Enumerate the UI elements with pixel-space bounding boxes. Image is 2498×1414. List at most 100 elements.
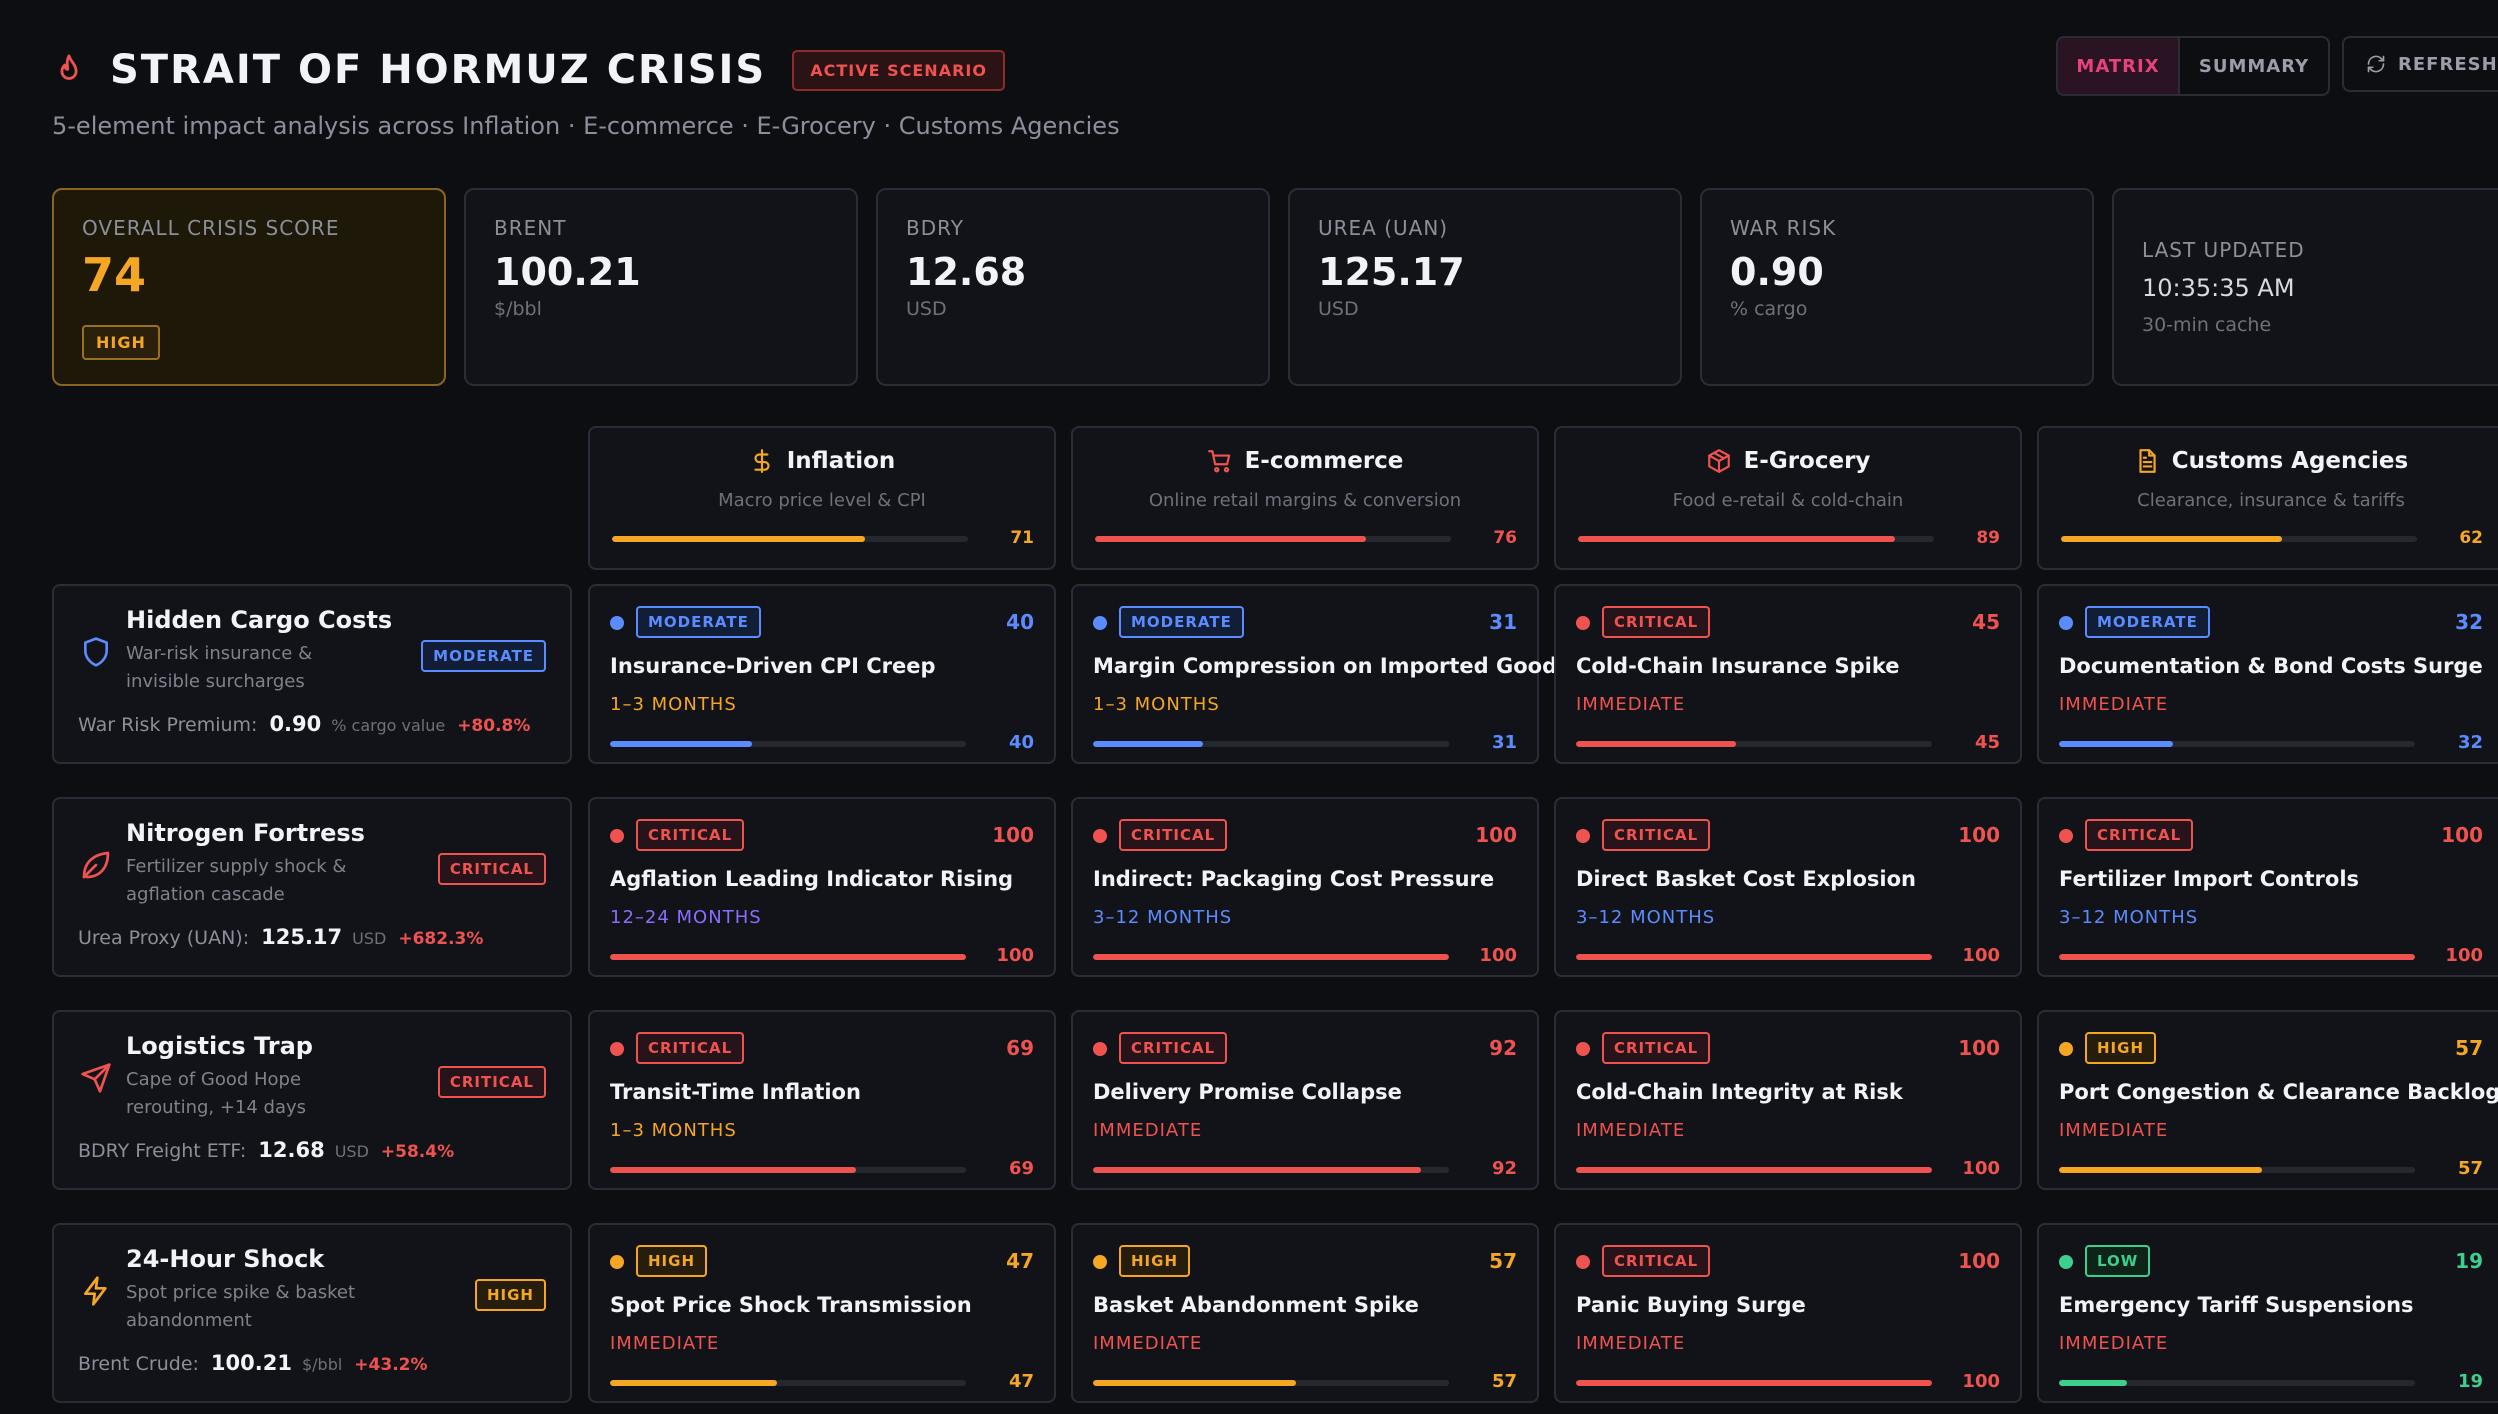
severity-dot [610, 829, 624, 843]
kpi-label: OVERALL CRISIS SCORE [82, 216, 340, 240]
impact-bar-fill [1093, 741, 1204, 747]
impact-bar [1093, 954, 1449, 960]
impact-cell[interactable]: CRITICAL 100 Direct Basket Cost Explosion 3… [1554, 797, 2022, 977]
impact-bar-fill [2059, 741, 2173, 747]
impact-cell[interactable]: CRITICAL 69 Transit-Time Inflation 1–3 MONT… [588, 1010, 1056, 1190]
row-severity-badge: CRITICAL [437, 1066, 546, 1098]
impact-cell[interactable]: HIGH 57 Port Congestion & Clearance Backlo… [2037, 1010, 2498, 1190]
shield-icon [84, 637, 108, 667]
metric-change: +43.2% [354, 1355, 428, 1375]
severity-badge: HIGH [1119, 1245, 1191, 1277]
impact-score: 100 [1958, 1036, 2000, 1060]
bolt-icon [84, 1276, 107, 1306]
kpi-label: WAR RISK [1730, 216, 1837, 240]
impact-bar-fill [1093, 954, 1449, 960]
impact-score: 32 [2455, 610, 2483, 634]
column-subtitle: Macro price level & CPI [718, 490, 926, 511]
impact-timeline: IMMEDIATE [1576, 694, 1686, 715]
impact-timeline: 1–3 MONTHS [1093, 694, 1220, 715]
severity-badge: MODERATE [636, 606, 761, 638]
score-level-badge: HIGH [82, 325, 160, 360]
column-title: Inflation [786, 448, 896, 474]
metric-value: 125.17 [261, 925, 343, 949]
severity-badge: MODERATE [1119, 606, 1244, 638]
impact-bar-fill [610, 1380, 778, 1386]
metric-label: War Risk Premium: [78, 714, 258, 736]
metric-label: BDRY Freight ETF: [78, 1140, 247, 1162]
impact-bar-fill [1093, 1167, 1421, 1173]
impact-score: 45 [1972, 610, 2000, 634]
impact-bar [1093, 1380, 1449, 1386]
matrix-tab[interactable]: MATRIX [2058, 38, 2178, 94]
column-subtitle: Food e-retail & cold-chain [1672, 490, 1904, 511]
severity-badge: CRITICAL [636, 819, 745, 851]
impact-bar-fill [1576, 954, 1932, 960]
impact-bar-score: 40 [1008, 732, 1034, 753]
impact-cell[interactable]: CRITICAL 100 Panic Buying Surge IMMEDIATE 10… [1554, 1223, 2022, 1403]
column-score-fill [2061, 536, 2282, 542]
impact-bar-score: 100 [1962, 1371, 2000, 1392]
kpi-bdry: BDRY 12.68 USD [876, 188, 1270, 386]
impact-timeline: IMMEDIATE [1576, 1333, 1686, 1354]
column-score-fill [1095, 536, 1366, 542]
impact-timeline: IMMEDIATE [1576, 1120, 1686, 1141]
column-header-3: Customs Agencies Clearance, insurance & t… [2037, 426, 2498, 570]
summary-tab[interactable]: SUMMARY [2178, 38, 2328, 94]
row-description: Fertilizer supply shock & agflation casc… [126, 856, 347, 905]
impact-title: Agflation Leading Indicator Rising [610, 867, 1014, 891]
kpi-unit: 30-min cache [2142, 314, 2272, 336]
impact-cell[interactable]: HIGH 57 Basket Abandonment Spike IMMEDIATE 5… [1071, 1223, 1539, 1403]
impact-cell[interactable]: MODERATE 40 Insurance-Driven CPI Creep 1–3 … [588, 584, 1056, 764]
column-score-bar [1578, 536, 1934, 542]
impact-bar-score: 69 [1008, 1158, 1034, 1179]
box-icon [1707, 449, 1730, 473]
impact-bar-fill [2059, 1380, 2127, 1386]
kpi-label: LAST UPDATED [2142, 238, 2305, 262]
severity-badge: CRITICAL [2085, 819, 2194, 851]
row-header-0: Hidden Cargo Costs War-risk insurance & i… [52, 584, 572, 764]
impact-title: Basket Abandonment Spike [1093, 1293, 1419, 1317]
impact-cell[interactable]: CRITICAL 100 Fertilizer Import Controls 3–1… [2037, 797, 2498, 977]
kpi-crisis-score: OVERALL CRISIS SCORE 74 HIGH [52, 188, 446, 386]
impact-bar-score: 47 [1008, 1371, 1034, 1392]
severity-dot [2059, 829, 2073, 843]
impact-bar [610, 954, 966, 960]
refresh-button[interactable]: REFRESH [2342, 36, 2498, 92]
metric-change: +682.3% [398, 929, 484, 949]
impact-cell[interactable]: CRITICAL 100 Indirect: Packaging Cost Pres… [1071, 797, 1539, 977]
impact-cell[interactable]: MODERATE 31 Margin Compression on Imported… [1071, 584, 1570, 764]
metric-unit: USD [352, 929, 387, 948]
impact-bar-score: 57 [1491, 1371, 1517, 1392]
kpi-unit: USD [1318, 298, 1359, 320]
kpi-war-risk: WAR RISK 0.90 % cargo [1700, 188, 2094, 386]
kpi-last-updated: LAST UPDATED 10:35:35 AM 30-min cache [2112, 188, 2498, 386]
row-header-2: Logistics Trap Cape of Good Hope reroutin… [52, 1010, 572, 1190]
impact-cell[interactable]: MODERATE 32 Documentation & Bond Costs Sur… [2037, 584, 2498, 764]
column-title: E-Grocery [1743, 448, 1871, 474]
impact-cell[interactable]: CRITICAL 45 Cold-Chain Insurance Spike IMME… [1554, 584, 2022, 764]
impact-title: Indirect: Packaging Cost Pressure [1093, 867, 1495, 891]
column-subtitle: Clearance, insurance & tariffs [2137, 490, 2405, 511]
kpi-unit: $/bbl [494, 298, 542, 320]
impact-title: Cold-Chain Insurance Spike [1576, 654, 1900, 678]
impact-score: 100 [2441, 823, 2483, 847]
impact-cell[interactable]: HIGH 47 Spot Price Shock Transmission IMMED… [588, 1223, 1056, 1403]
severity-dot [610, 1255, 624, 1269]
impact-cell[interactable]: CRITICAL 100 Cold-Chain Integrity at Risk I… [1554, 1010, 2022, 1190]
column-score: 89 [1976, 528, 2000, 548]
impact-cell[interactable]: CRITICAL 92 Delivery Promise Collapse IMMED… [1071, 1010, 1539, 1190]
severity-badge: CRITICAL [1119, 1032, 1228, 1064]
kpi-unit: % cargo [1730, 298, 1808, 320]
column-subtitle: Online retail margins & conversion [1148, 490, 1462, 511]
impact-bar-score: 100 [1479, 945, 1517, 966]
impact-cell[interactable]: CRITICAL 100 Agflation Leading Indicator R… [588, 797, 1056, 977]
impact-score: 31 [1489, 610, 1517, 634]
column-score-fill [612, 536, 865, 542]
impact-cell[interactable]: LOW 19 Emergency Tariff Suspensions IMMEDIA… [2037, 1223, 2498, 1403]
impact-bar-fill [1093, 1380, 1296, 1386]
row-severity-badge: CRITICAL [437, 853, 546, 885]
impact-timeline: 1–3 MONTHS [610, 694, 737, 715]
impact-bar-score: 31 [1491, 732, 1517, 753]
kpi-label: BDRY [906, 216, 964, 240]
metric-unit: $/bbl [301, 1355, 343, 1374]
